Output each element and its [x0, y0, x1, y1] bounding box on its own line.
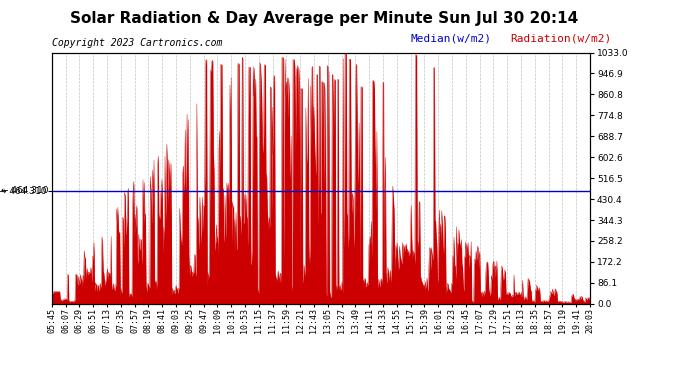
Text: Solar Radiation & Day Average per Minute Sun Jul 30 20:14: Solar Radiation & Day Average per Minute…: [70, 11, 578, 26]
Text: Median(w/m2): Median(w/m2): [411, 34, 491, 44]
Text: Radiation(w/m2): Radiation(w/m2): [511, 34, 612, 44]
Text: ← 464.310: ← 464.310: [1, 186, 49, 195]
Text: Copyright 2023 Cartronics.com: Copyright 2023 Cartronics.com: [52, 38, 222, 48]
